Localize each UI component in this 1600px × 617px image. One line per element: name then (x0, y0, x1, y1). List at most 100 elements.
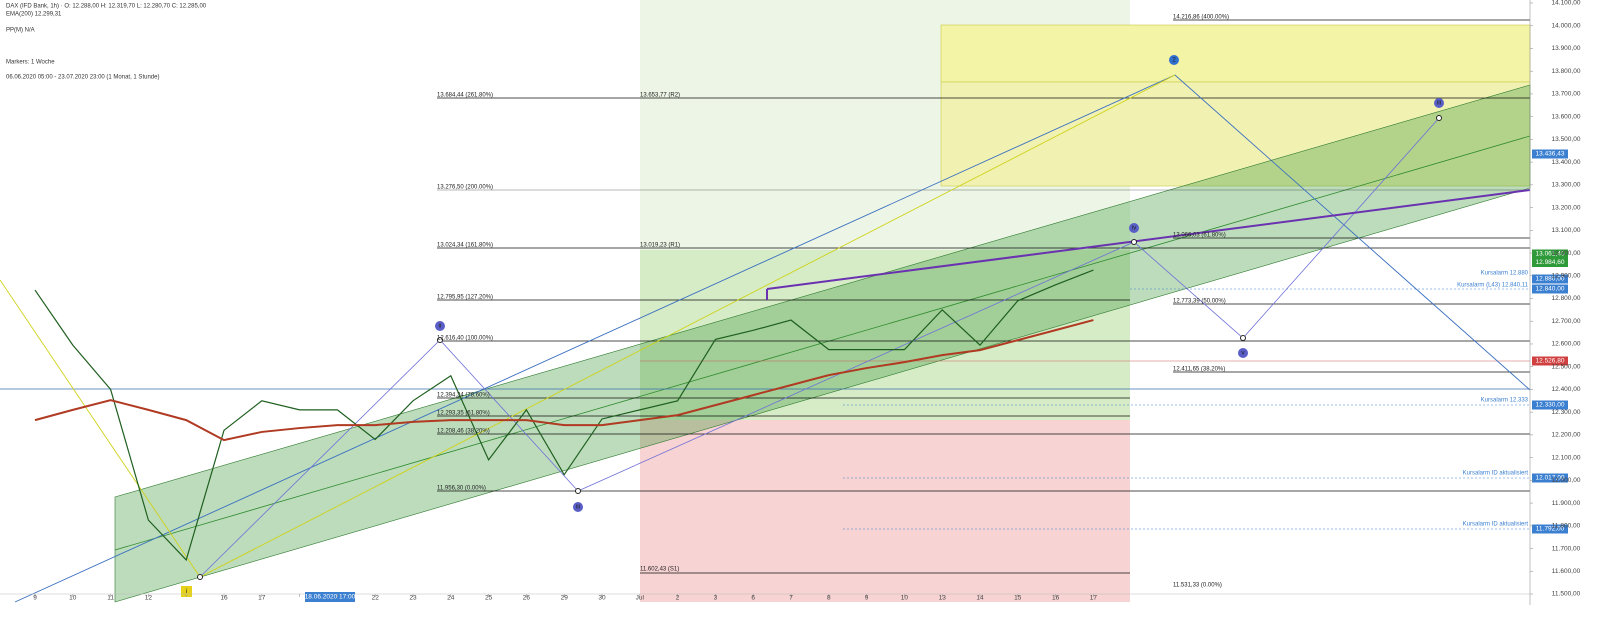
header-line: DAX (IFD Bank, 1h) · O: 12.288,00 H: 12.… (6, 4, 207, 10)
y-tick-label: 13.900,00 (1552, 45, 1581, 52)
annotation: 13.653,77 (R2) (640, 93, 680, 99)
header-line: PP(M) N/A (6, 28, 35, 34)
x-tick-label: 10 (69, 595, 77, 602)
y-tick-label: 13.700,00 (1552, 91, 1581, 98)
wave-label: iii (576, 504, 580, 511)
x-tick-label: 24 (447, 595, 455, 602)
x-tick-label: 25 (485, 595, 493, 602)
y-tick-label: 12.000,00 (1552, 477, 1581, 484)
x-tick-label: 30 (598, 595, 606, 602)
x-tick-label: 8 (827, 595, 831, 602)
x-tick-label: 17 (258, 595, 266, 602)
price-tag: 13.061,40 (1536, 251, 1565, 258)
price-tag: 12.526,80 (1536, 358, 1565, 365)
series-line (34, 269, 1094, 562)
wave-label: i (186, 588, 187, 595)
header: DAX (IFD Bank, 1h) · O: 12.288,00 H: 12.… (6, 4, 207, 81)
x-tick-label: 6 (751, 595, 755, 602)
y-tick-label: 11.500,00 (1552, 591, 1581, 598)
annotation: 12.208,46 (38.20%) (437, 429, 490, 435)
price-tag: 12.330,00 (1536, 402, 1565, 409)
price-tag: 13.436,43 (1536, 151, 1565, 158)
annotation: 14.216,86 (400.00%) (1173, 15, 1229, 21)
y-tick-label: 11.600,00 (1552, 568, 1581, 575)
price-tag: 12.984,60 (1536, 259, 1565, 266)
y-tick-label: 13.600,00 (1552, 113, 1581, 120)
y-tick-label: 12.400,00 (1552, 386, 1581, 393)
y-tick-label: 12.700,00 (1552, 318, 1581, 325)
x-tick-label: 3 (714, 595, 718, 602)
levels (0, 19, 1530, 574)
price-tag: 11.792,00 (1536, 526, 1565, 533)
wave-label: iv (1132, 225, 1137, 232)
y-tick-label: 12.900,00 (1552, 272, 1581, 279)
price-tag: 12.017,00 (1536, 475, 1565, 482)
y-tick-label: 12.800,00 (1552, 295, 1581, 302)
annotation: 11.956,30 (0.00%) (437, 486, 486, 492)
header-line: EMA(200) 12.299,31 (6, 12, 62, 18)
x-tick-label: 15 (1014, 595, 1022, 602)
target-box (940, 24, 1531, 83)
alert: Kursalarm ID aktualisiert (1463, 522, 1529, 528)
y-tick-label: 11.900,00 (1552, 500, 1581, 507)
x-tick-label: 2 (676, 595, 680, 602)
y-tick-label: 14.000,00 (1552, 22, 1581, 29)
x-tick-label: 12 (145, 595, 153, 602)
cursor-tag (305, 592, 355, 602)
cursor-date: 18.06.2020 17:00 (305, 594, 356, 601)
annotation: 12.411,65 (38.20%) (1173, 367, 1225, 373)
annotation: 11.531,33 (0.00%) (1173, 583, 1222, 589)
zone (640, 250, 1130, 420)
price-tag: 12.840,00 (1536, 286, 1565, 293)
x-tick-label: 26 (523, 595, 531, 602)
y-tick-label: 12.100,00 (1552, 454, 1581, 461)
x-tick-label: Jul (636, 595, 645, 602)
header-line: 06.06.2020 05:00 - 23.07.2020 23:00 (1 M… (6, 75, 159, 81)
alert: Kursalarm (L43) 12.840,11 (1457, 283, 1529, 289)
alert: Kursalarm ID aktualisiert (1463, 471, 1529, 477)
y-tick-label: 13.400,00 (1552, 159, 1581, 166)
x-tick-label: 9 (33, 595, 37, 602)
y-tick-label: 12.300,00 (1552, 409, 1581, 416)
annotation: 12.293,35 (61.80%) (437, 411, 490, 417)
annotations: 14.216,86 (400.00%) 13.684,44 (261.80%) … (437, 15, 1229, 589)
annotation: 11.602,43 (S1) (640, 567, 679, 573)
x-tick-label: 10 (901, 595, 909, 602)
alert: Kursalarm 12.880 (1481, 271, 1529, 277)
annotation: 13.276,50 (200.00%) (437, 185, 493, 191)
target-box (940, 81, 1531, 187)
price-tag: 12.880,00 (1536, 276, 1565, 283)
y-tick-label: 14.100,00 (1552, 0, 1581, 7)
x-tick-label: 22 (372, 595, 380, 602)
x-tick-label: 9 (865, 595, 869, 602)
series-line (34, 319, 1094, 442)
y-tick-label: 13.100,00 (1552, 227, 1581, 234)
annotation: 12.616,40 (100.00%) (437, 336, 493, 342)
annotation: 12.394,24 (78.60%) (437, 393, 490, 399)
y-tick-label: 12.500,00 (1552, 363, 1581, 370)
wave-labels: i ii iii iv v 2 iii (181, 55, 1444, 597)
price-tags: 13.436,43 13.061,40 12.984,60 12.880,00 … (1532, 149, 1568, 534)
alerts: Kursalarm 12.880 Kursalarm (L43) 12.840,… (1457, 271, 1529, 528)
y-tick-label: 13.200,00 (1552, 204, 1581, 211)
wave-label: 2 (1172, 57, 1176, 64)
annotation: 12.773,39 (50.00%) (1173, 299, 1226, 305)
x-tick-label: 13 (939, 595, 947, 602)
x-tick-label: 17 (1090, 595, 1098, 602)
annotation: 12.795,95 (127.20%) (437, 295, 493, 301)
zone (640, 420, 1130, 602)
y-tick-label: 13.500,00 (1552, 136, 1581, 143)
x-tick-label: 16 (1052, 595, 1060, 602)
y-tick-label: 13.300,00 (1552, 182, 1581, 189)
x-tick-label: 11 (107, 595, 114, 602)
wave-label: ii (439, 323, 442, 330)
y-tick-label: 13.800,00 (1552, 68, 1581, 75)
y-tick-label: 12.600,00 (1552, 341, 1581, 348)
y-tick-label: 12.200,00 (1552, 432, 1581, 439)
annotation: 13.019,23 (R1) (640, 243, 680, 249)
wave-label: v (1241, 350, 1245, 357)
x-tick-label: 7 (789, 595, 793, 602)
channel-mid (114, 135, 1531, 551)
x-tick-label: 14 (976, 595, 984, 602)
